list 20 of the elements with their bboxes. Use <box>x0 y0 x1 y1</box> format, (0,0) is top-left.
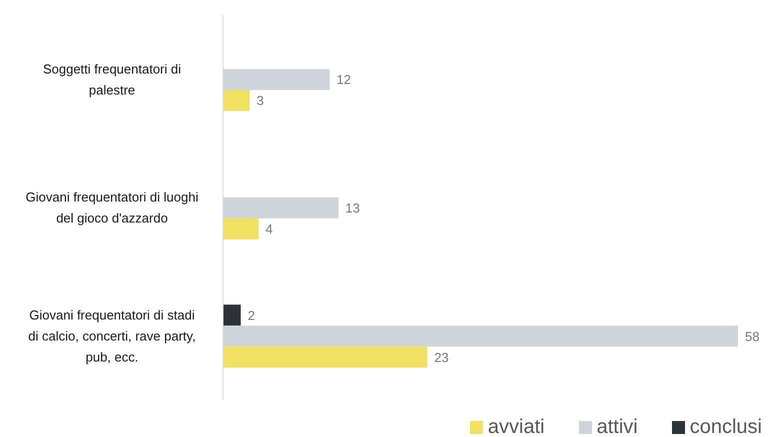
y-tick-label: Giovani frequentatori di luoghi del gioco d'azzardo <box>26 190 198 226</box>
data-label: 4 <box>266 221 273 236</box>
bar <box>223 304 241 326</box>
bar <box>223 346 428 368</box>
y-tick-label: Giovani frequentatori di stadi di calcio, concerti, rave party, pub, ecc. <box>28 307 196 364</box>
bar <box>223 326 738 347</box>
legend-label: conclusi <box>690 416 762 437</box>
bar <box>223 69 330 90</box>
bar <box>223 90 250 111</box>
data-label: 13 <box>345 200 360 216</box>
legend-label: attivi <box>596 416 638 437</box>
data-label: 58 <box>745 328 760 344</box>
data-label: 2 <box>248 308 255 323</box>
data-label: 23 <box>434 350 449 365</box>
legend-label: avviati <box>488 416 545 437</box>
data-label: 3 <box>256 93 264 108</box>
data-label: 12 <box>336 72 352 88</box>
bar <box>223 197 338 218</box>
y-tick-label: Soggetti frequentatori di palestre <box>42 61 182 98</box>
bar <box>223 218 259 240</box>
